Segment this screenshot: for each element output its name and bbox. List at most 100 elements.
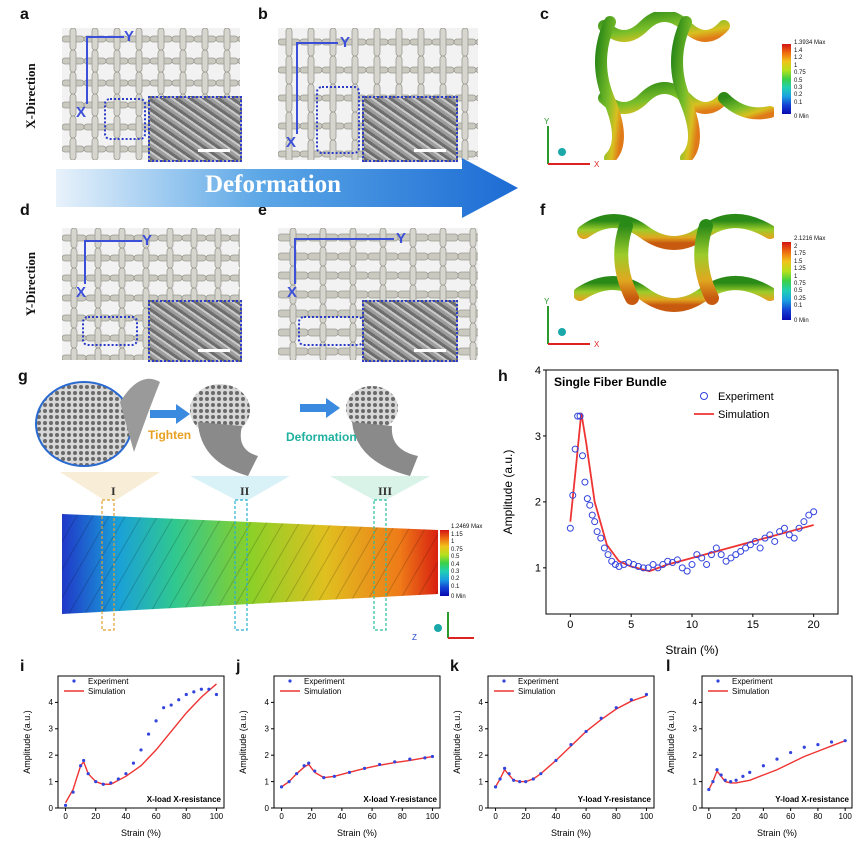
experiment-point: [717, 551, 725, 559]
simulation-line: [64, 683, 217, 804]
experiment-point: [707, 787, 711, 792]
experiment-point: [810, 508, 818, 516]
experiment-point: [593, 528, 601, 536]
experiment-point: [614, 706, 618, 710]
experiment-point: [693, 551, 701, 559]
experiment-point: [430, 754, 435, 759]
panel-label-i: i: [20, 658, 25, 675]
x-tick-label: 40: [337, 812, 346, 821]
chart-annotation: Y-load Y-resistance: [578, 795, 652, 804]
axis-letter-y: Y: [142, 232, 153, 249]
experiment-point: [780, 524, 788, 532]
experiment-point: [766, 531, 774, 539]
experiment-point: [649, 561, 657, 569]
experiment-point: [644, 564, 652, 572]
colorbar-g: [440, 530, 449, 596]
experiment-point: [362, 766, 367, 770]
x-tick-label: 100: [210, 812, 224, 821]
experiment-point: [761, 764, 765, 768]
legend-experiment-label: Experiment: [88, 677, 129, 686]
y-axis-arrow: [84, 240, 142, 242]
legend-experiment-label: Experiment: [732, 677, 773, 686]
y-tick-label: 3: [265, 725, 270, 734]
svg-text:X: X: [594, 340, 600, 349]
colorbar_f-tick: 2: [794, 244, 798, 250]
simulation-line: [494, 695, 647, 788]
colorbar_c-tick: 0.1: [794, 99, 803, 106]
y-tick-label: 3: [535, 431, 541, 443]
experiment-point: [751, 537, 759, 545]
chart-j: 0 20 40 60 80 100 0 1 2 3 4 Strain (%) Amplitude (a.…: [238, 675, 441, 838]
colorbar_f-tick: 1.25: [794, 266, 806, 273]
panel-label-j: j: [236, 658, 241, 675]
experiment-point: [184, 692, 188, 697]
experiment-point: [295, 772, 299, 776]
y-axis-label: Amplitude (a.u.): [238, 710, 248, 774]
legend-experiment-marker: [716, 679, 720, 683]
selection-box: [316, 86, 360, 154]
y-tick-label: 1: [49, 777, 54, 786]
x-tick-label: 60: [786, 812, 795, 821]
axis-letter-y: Y: [124, 28, 135, 45]
x-axis-arrow: [296, 42, 298, 134]
experiment-point: [124, 772, 128, 776]
experiment-point: [423, 756, 427, 760]
experiment-point: [146, 732, 151, 736]
experiment-point: [518, 780, 522, 784]
panel-g-graphic: Z: [35, 378, 474, 642]
selection-box: [298, 316, 364, 346]
colorbar_f-tick: 0.5: [794, 288, 803, 295]
y-axis-label: Amplitude (a.u.): [501, 450, 515, 535]
y-tick-label: 3: [49, 725, 54, 734]
chart-annotation: X-load X-resistance: [147, 795, 222, 804]
legend-experiment-marker: [700, 392, 708, 400]
experiment-point: [715, 768, 719, 772]
y-tick-label: 0: [265, 804, 270, 813]
experiment-point: [192, 690, 196, 694]
colorbar-f-max: 2.1216 Max: [794, 236, 826, 242]
experiment-point: [507, 772, 511, 776]
experiment-point: [795, 524, 803, 532]
experiment-point: [347, 770, 352, 774]
experiment-point: [503, 766, 507, 770]
experiment-point: [583, 495, 591, 503]
experiment-point: [139, 748, 143, 752]
experiment-point: [116, 777, 120, 781]
experiment-point: [741, 774, 745, 778]
axis-letter-y: Y: [340, 34, 351, 51]
chart-l: 0 20 40 60 80 100 0 1 2 3 4 Strain (%) Amplitude (a.…: [666, 675, 853, 838]
sem-inset: [148, 300, 242, 362]
experiment-point: [678, 564, 686, 572]
colorbar-g-ticks: 1.15 1 0.75 0.5 0.4 0.3 0.2 0.1: [451, 532, 463, 591]
experiment-point: [599, 716, 603, 720]
experiment-point: [604, 551, 612, 559]
plot-frame: [273, 675, 441, 809]
experiment-point: [727, 554, 735, 562]
experiment-point: [789, 750, 793, 755]
colorbar-c-min: 0 Min: [794, 114, 809, 120]
panel-label-c: c: [540, 6, 549, 23]
panel-label-g: g: [18, 368, 28, 385]
x-tick-label: 20: [808, 619, 820, 631]
experiment-point: [332, 774, 336, 778]
y-axis-label: Amplitude (a.u.): [452, 710, 462, 774]
panel-label-h: h: [498, 368, 508, 385]
experiment-point: [722, 557, 730, 565]
experiment-point: [703, 561, 711, 569]
experiment-point: [576, 412, 584, 420]
experiment-point: [634, 563, 642, 571]
experiment-point: [109, 781, 113, 785]
colorbar_g-tick: 0.1: [451, 583, 460, 590]
experiment-point: [581, 478, 589, 486]
experiment-point: [732, 551, 740, 559]
experiment-point: [785, 531, 793, 539]
experiment-point: [63, 803, 68, 807]
x-tick-label: 60: [368, 812, 377, 821]
y-tick-label: 1: [693, 777, 698, 786]
colorbar_g-tick: 0.3: [451, 569, 460, 576]
row-title-x: X-Direction: [23, 63, 38, 129]
sem-inset: [362, 300, 458, 362]
stage-label-3: III: [378, 484, 393, 498]
x-axis-arrow: [84, 240, 86, 284]
y-tick-label: 4: [535, 366, 541, 377]
